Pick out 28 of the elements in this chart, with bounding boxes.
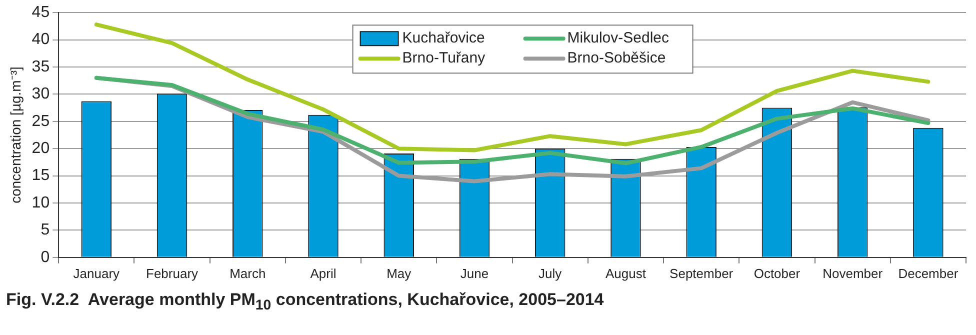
x-tick-label: January <box>73 266 120 281</box>
x-tick-label: September <box>670 266 734 281</box>
y-tick-label: 40 <box>32 31 50 48</box>
legend-label: Brno-Tuřany <box>402 50 486 67</box>
x-tick-label: February <box>146 266 199 281</box>
x-tick-label: November <box>822 266 884 281</box>
y-axis-title: concentration [µg.m⁻³] <box>7 66 24 204</box>
y-tick-label: 45 <box>32 4 50 22</box>
x-tick-label: June <box>460 266 489 281</box>
x-tick-label: May <box>386 266 412 281</box>
x-tick-label: July <box>538 266 562 281</box>
y-tick-label: 15 <box>32 167 50 184</box>
legend-label: Brno-Soběšice <box>567 50 666 67</box>
y-tick-label: 20 <box>32 140 50 158</box>
legend-label: Mikulov-Sedlec <box>567 30 670 47</box>
y-tick-label: 30 <box>32 86 50 103</box>
x-tick-label: March <box>230 266 266 281</box>
x-tick-label: December <box>898 266 959 281</box>
x-tick-label: August <box>605 266 646 281</box>
text: Fig. V.2.2 Average monthly PM$_{10}$ concentrations, Kuchařovice, 2005–2014 <box>6 290 604 314</box>
legend-label: Kuchařovice <box>402 30 485 47</box>
y-tick-label: 35 <box>32 58 50 76</box>
y-tick-label: 10 <box>32 194 50 212</box>
x-tick-label: October <box>754 266 801 281</box>
y-tick-label: 25 <box>32 112 50 130</box>
y-tick-label: 0 <box>40 248 50 266</box>
x-tick-label: April <box>310 266 336 281</box>
y-tick-label: 5 <box>40 222 50 239</box>
